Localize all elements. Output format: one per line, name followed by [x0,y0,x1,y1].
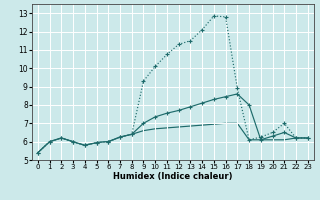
X-axis label: Humidex (Indice chaleur): Humidex (Indice chaleur) [113,172,233,181]
